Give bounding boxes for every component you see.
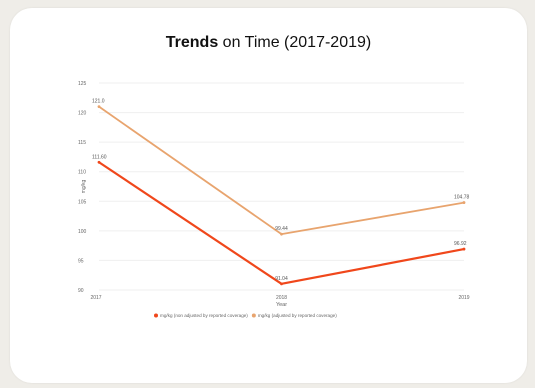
y-tick-label-110: 110	[78, 170, 86, 176]
y-tick-label-100: 100	[78, 229, 87, 235]
data-label-0-1: 91.04	[275, 276, 288, 282]
data-point-1-1	[280, 232, 283, 236]
data-point-0-2	[462, 247, 466, 251]
chart-title-bold: Trends	[165, 34, 219, 51]
data-label-1-2: 104.78	[454, 195, 470, 201]
legend-label-0: mg/kg (non adjusted by reported coverage…	[160, 313, 248, 318]
chart-title-rest: on Time (2017-2019)	[218, 34, 372, 51]
y-tick-label-105: 105	[78, 199, 87, 205]
series-line-1	[98, 105, 465, 236]
data-label-1-0: 121.0	[92, 99, 105, 105]
x-axis-label: Year	[276, 302, 287, 308]
data-label-0-2: 96.92	[454, 241, 467, 247]
x-tick-label-2018: 2018	[276, 295, 287, 301]
x-tick-label-2017: 2017	[90, 295, 101, 301]
y-axis-label: mg/kg	[81, 179, 87, 193]
data-label-0-0: 111.60	[92, 154, 107, 160]
y-tick-label-125: 125	[78, 81, 87, 87]
data-point-1-2	[462, 201, 466, 204]
y-tick-label-115: 115	[78, 140, 86, 146]
data-point-1-0	[97, 105, 101, 109]
data-label-1-1: 99.44	[275, 226, 288, 232]
x-tick-label-2019: 2019	[458, 295, 469, 301]
chart-card: Trends on Time (2017-2019)	[10, 8, 527, 383]
y-tick-label-95: 95	[78, 258, 84, 264]
data-point-0-1	[280, 282, 283, 286]
data-point-0-0	[97, 160, 101, 164]
series-line-0	[98, 161, 465, 285]
legend-label-1: mg/kg (adjusted by reported coverage)	[258, 313, 337, 318]
legend-marker-1	[251, 313, 256, 318]
chart-title: Trends on Time (2017-2019)	[10, 34, 527, 52]
y-tick-label-90: 90	[78, 288, 84, 294]
y-tick-label-120: 120	[78, 111, 87, 117]
legend-marker-0	[154, 313, 158, 318]
